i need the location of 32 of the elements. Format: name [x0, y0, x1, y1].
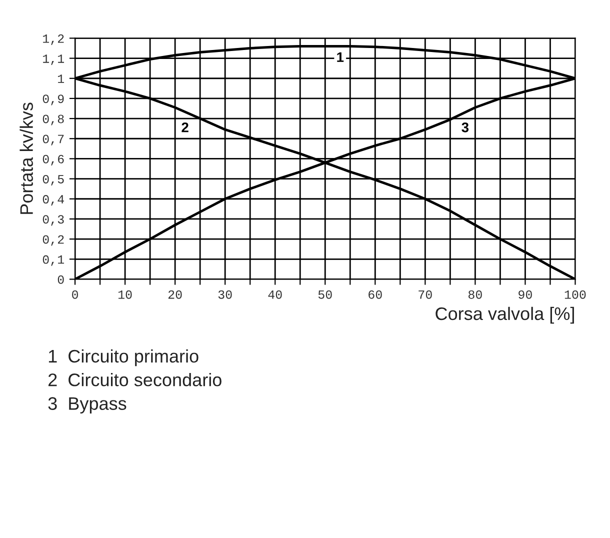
y-tick-label: 0,4: [42, 195, 64, 206]
x-tick-label: 20: [168, 290, 182, 299]
annotation: 1: [337, 52, 344, 62]
y-tick-label: 0: [58, 275, 64, 284]
x-tick-label: 60: [368, 290, 382, 299]
x-tick-label: 90: [518, 290, 532, 299]
y-tick-label: 1,1: [43, 54, 64, 66]
text: 3 Bypass: [48, 397, 126, 414]
text: 1 Circuito primario: [48, 349, 198, 366]
y-tick-label: 0,8: [42, 114, 64, 126]
y-tick-label: 0,5: [42, 174, 64, 186]
text: 2 Circuito secondario: [48, 373, 222, 386]
x-tick-label: 30: [218, 290, 232, 299]
x-tick-label: 10: [118, 290, 132, 299]
x-tick-label: 80: [468, 290, 482, 299]
y-tick-label: 0,1: [42, 255, 64, 266]
annotation: 3: [462, 122, 469, 132]
y-tick-label: 1: [58, 74, 64, 83]
x-tick-label: 70: [418, 290, 432, 299]
y-axis-title: Portata kv/kvs: [20, 102, 33, 214]
x-tick-label: 100: [564, 290, 586, 299]
y-tick-label: 0,2: [42, 235, 64, 246]
x-tick-label: 0: [72, 290, 78, 299]
y-tick-label: 0,6: [42, 154, 64, 166]
x-axis-title: Corsa valvola [%]: [436, 306, 574, 324]
y-tick-label: 1,2: [43, 34, 64, 45]
x-tick-label: 40: [268, 290, 282, 299]
annotation: 2: [182, 122, 188, 132]
y-tick-label: 0,9: [42, 94, 64, 106]
x-tick-label: 50: [318, 290, 332, 299]
y-tick-label: 0,3: [42, 215, 64, 226]
y-tick-label: 0,7: [42, 134, 64, 146]
